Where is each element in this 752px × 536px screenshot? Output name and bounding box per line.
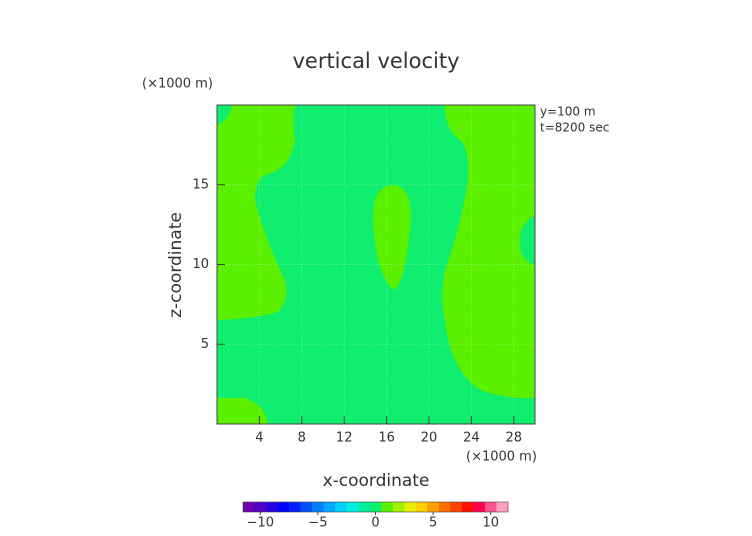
colorbar-cell (243, 502, 255, 512)
colorbar-tick-label: −5 (308, 516, 327, 531)
colorbar-cell (312, 502, 324, 512)
colorbar-cell (496, 502, 509, 512)
colorbar-cell (404, 502, 417, 512)
colorbar-cell (427, 502, 440, 512)
colorbar-cell (289, 502, 301, 512)
colorbar-cell (335, 502, 347, 512)
contour-region (217, 105, 535, 424)
colorbar-cell (484, 502, 497, 512)
colorbar-cell (300, 502, 313, 512)
colorbar-cell (323, 502, 336, 512)
colorbar-cell (369, 502, 382, 512)
contour-field (217, 105, 535, 424)
y-tick-label: 5 (201, 337, 209, 352)
annotation: y=100 m (540, 105, 596, 119)
colorbar-cell (461, 502, 474, 512)
colorbar-cell (415, 502, 428, 512)
colorbar-cell (358, 502, 371, 512)
colorbar-cell (473, 502, 486, 512)
colorbar-tick-label: 5 (429, 516, 437, 531)
y-tick-label: 15 (192, 177, 209, 192)
colorbar-tick-label: 10 (482, 516, 499, 531)
colorbar-cell (438, 502, 451, 512)
y-axis-label: z-coordinate (166, 212, 186, 318)
grid (217, 105, 535, 424)
x-unit: (×1000 m) (466, 450, 537, 465)
colorbar-tick-label: −10 (247, 516, 274, 531)
colorbar-cell (266, 502, 278, 512)
contour-region (217, 105, 232, 125)
x-axis-label: x-coordinate (323, 471, 430, 491)
colorbar-tick-label: 0 (371, 516, 379, 531)
x-tick-label: 4 (255, 431, 263, 446)
y-tick-label: 10 (192, 257, 209, 272)
colorbar-cell (381, 502, 394, 512)
x-tick-label: 16 (378, 431, 395, 446)
contour-region (373, 185, 411, 290)
colorbar-cell (277, 502, 290, 512)
x-tick-label: 20 (421, 431, 438, 446)
x-tick-label: 24 (463, 431, 480, 446)
colorbar-cell (450, 502, 463, 512)
x-tick-label: 28 (506, 431, 523, 446)
colorbar-cell (254, 502, 267, 512)
x-tick-label: 8 (298, 431, 306, 446)
colorbar-cell (392, 502, 405, 512)
x-tick-label: 12 (336, 431, 353, 446)
colorbar-cell (346, 502, 359, 512)
contour-region (519, 215, 535, 265)
chart-title: vertical velocity (292, 49, 459, 73)
y-unit: (×1000 m) (142, 77, 213, 92)
annotation: t=8200 sec (540, 121, 609, 135)
